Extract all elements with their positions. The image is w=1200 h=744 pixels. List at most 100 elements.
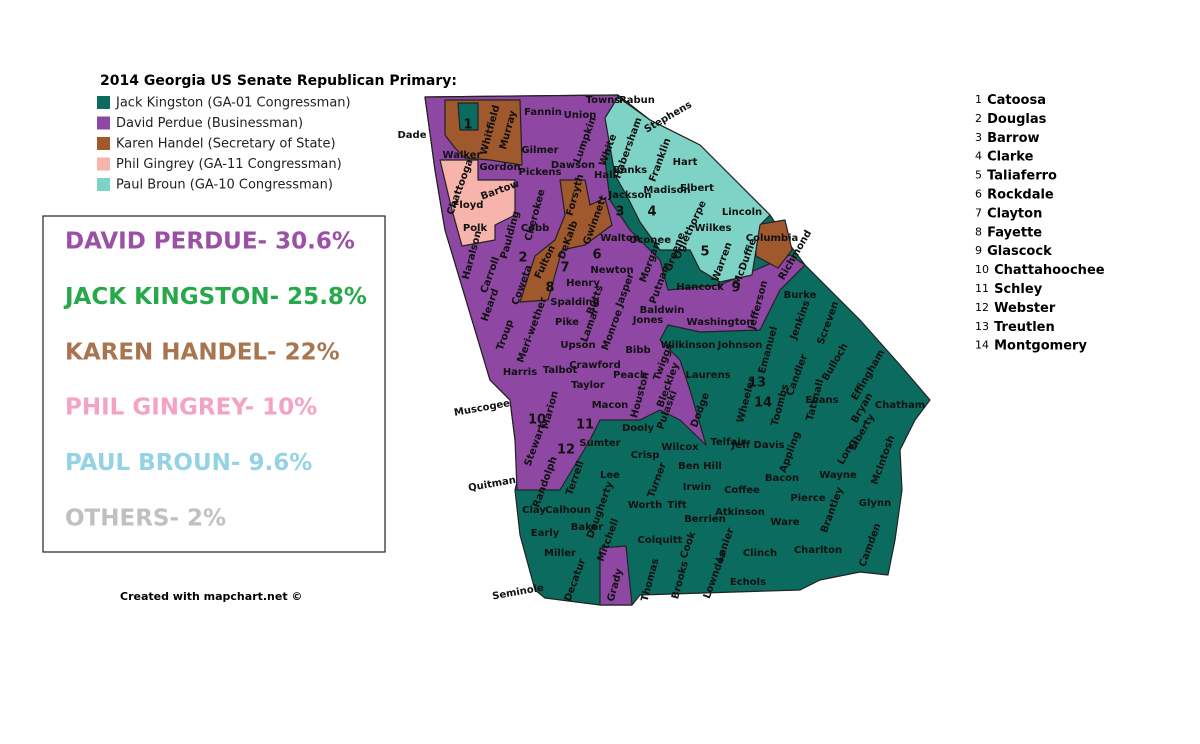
county-label: Fannin [524, 107, 562, 118]
legend-swatch [97, 96, 110, 109]
legend-swatch [97, 116, 110, 130]
county-label: Newton [590, 265, 633, 276]
county-label: Glynn [859, 498, 891, 509]
county-label: Union [564, 110, 597, 121]
county-label: Elbert [680, 183, 714, 194]
county-label: Peach [613, 370, 647, 381]
result-line: JACK KINGSTON- 25.8% [63, 284, 367, 310]
map-number: 2 [518, 251, 527, 266]
legend-label: Paul Broun (GA-10 Congressman) [116, 178, 333, 193]
county-label: Ben Hill [678, 461, 722, 472]
key-number: 14 [975, 339, 989, 352]
county-label: Johnson [717, 340, 763, 351]
key-name: Clayton [987, 206, 1042, 221]
key-name: Treutlen [994, 319, 1055, 334]
key-number: 2 [975, 112, 982, 125]
county-label: Bacon [765, 473, 799, 484]
county-label: Baker [571, 522, 604, 533]
county-label: Jackson [608, 190, 652, 201]
key-entry: 12 Webster [975, 297, 1056, 316]
county-label: Hall [594, 170, 616, 181]
county-label: Banks [613, 165, 647, 176]
key-entry: 2 Douglas [975, 108, 1047, 127]
map-number: 4 [647, 205, 656, 220]
county-label: Hancock [676, 282, 724, 293]
county-label: Lincoln [722, 207, 762, 218]
county-label: Worth [628, 500, 662, 511]
county-label: Charlton [794, 545, 842, 556]
key-name: Catoosa [987, 93, 1046, 108]
key-entry: 7 Clayton [975, 203, 1042, 222]
key-entry: 9 Glascock [975, 241, 1052, 260]
county-label: Colquitt [638, 535, 683, 546]
key-number: 9 [975, 244, 982, 257]
key-number: 6 [975, 188, 982, 201]
county-label: Harris [503, 367, 537, 378]
region [457, 102, 479, 131]
county-label: Taylor [571, 380, 605, 391]
county-label: Atkinson [715, 507, 765, 518]
county-label: Spalding [550, 297, 599, 308]
legend-label: David Perdue (Businessman) [116, 116, 303, 131]
map-number: 13 [748, 376, 766, 391]
region [439, 159, 516, 247]
county-label: Towns [586, 95, 621, 106]
county-label: Polk [463, 223, 488, 234]
key-entry: 11 Schley [975, 279, 1043, 298]
county-label: Macon [592, 400, 629, 411]
county-label: Madison [643, 185, 690, 196]
county-label: Gilmer [521, 145, 558, 156]
key-name: Webster [994, 300, 1056, 315]
county-label: Floyd [453, 200, 484, 211]
legend-label: Phil Gingrey (GA-11 Congressman) [116, 157, 342, 172]
key-number: 1 [975, 93, 982, 106]
county-label: Cobb [521, 223, 550, 234]
key-name: Barrow [987, 130, 1039, 145]
key-name: Fayette [987, 225, 1042, 240]
map-number: 5 [700, 245, 709, 260]
county-label: Clinch [743, 548, 777, 559]
county-label: Crawford [569, 360, 621, 371]
key-number: 3 [975, 131, 982, 144]
key-name: Montgomery [994, 338, 1087, 353]
results-box [42, 215, 386, 553]
county-label: Rabun [619, 95, 655, 106]
county-label: Jeff Davis [730, 440, 784, 451]
county-label: Laurens [685, 370, 730, 381]
key-name: Taliaferro [987, 168, 1057, 183]
key-name: Glascock [987, 244, 1052, 259]
county-label: Pickens [519, 167, 562, 178]
region [604, 96, 771, 283]
county-label: Sumter [579, 438, 620, 449]
county-label: Burke [784, 290, 817, 301]
county-label: Echols [730, 577, 766, 588]
key-number: 13 [975, 320, 989, 333]
georgia-map [424, 94, 931, 606]
map-number: 6 [592, 248, 601, 263]
map-number: 10 [528, 413, 546, 428]
county-label: Bibb [625, 345, 650, 356]
map-number: 9 [731, 281, 740, 296]
map-number: 12 [557, 443, 575, 458]
outside-label: Muscogee [453, 398, 511, 419]
legend-swatch [97, 137, 110, 150]
legend-label: Karen Handel (Secretary of State) [116, 137, 336, 152]
map-number: 14 [754, 396, 772, 411]
county-label: Walton [600, 233, 640, 244]
county-label: Wayne [819, 470, 857, 481]
key-entry: 14 Montgomery [975, 335, 1087, 354]
map-number: 11 [576, 418, 594, 433]
key-entry: 5 Taliaferro [975, 165, 1057, 184]
result-line: PAUL BROUN- 9.6% [65, 450, 312, 476]
legend-swatch [97, 157, 110, 171]
county-label: Berrien [684, 514, 726, 525]
region [424, 94, 806, 491]
county-label: Walker [443, 150, 482, 161]
region [599, 545, 633, 606]
county-label: Washington [687, 317, 754, 328]
county-label: Miller [544, 548, 576, 559]
map-number: 7 [560, 261, 569, 276]
county-label: Upson [560, 340, 595, 351]
county-label: Early [531, 528, 560, 539]
